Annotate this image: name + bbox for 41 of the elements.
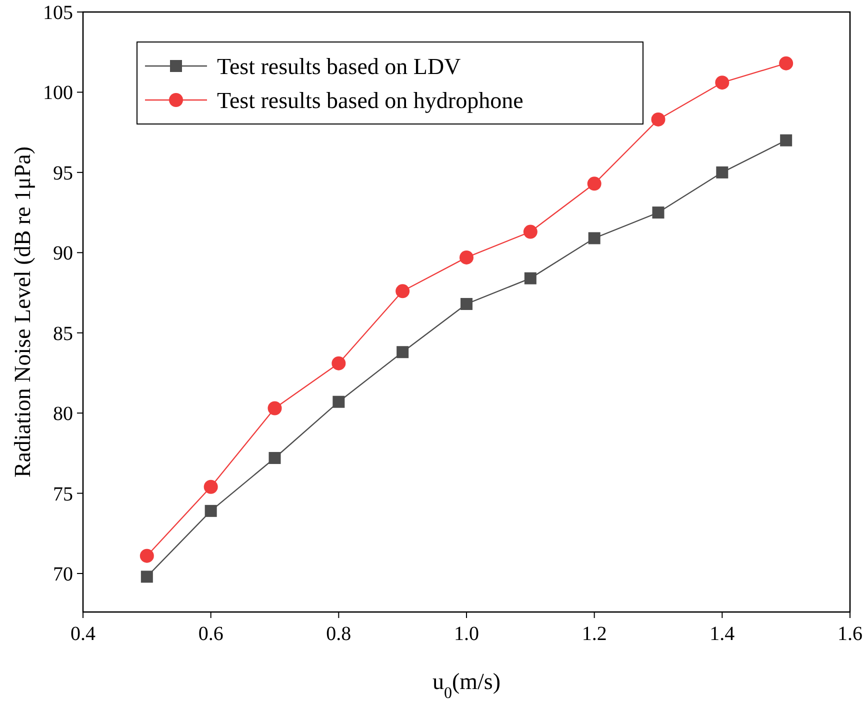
y-tick-label: 80 bbox=[53, 403, 73, 426]
x-axis-title: u$_{0}$(m/s) bbox=[432, 669, 501, 702]
point bbox=[140, 570, 153, 583]
y-tick-label: 75 bbox=[53, 483, 73, 506]
point bbox=[780, 134, 792, 146]
point bbox=[524, 272, 536, 284]
point bbox=[204, 504, 217, 517]
point bbox=[652, 206, 664, 219]
point bbox=[716, 166, 728, 178]
y-tick-label: 95 bbox=[53, 162, 73, 184]
point bbox=[651, 112, 666, 126]
point bbox=[460, 250, 474, 264]
x-tick-label: 1.0 bbox=[454, 623, 479, 645]
y-tick-label: 100 bbox=[43, 82, 73, 104]
x-tick-label: 1.2 bbox=[582, 623, 607, 645]
point bbox=[140, 548, 154, 563]
point bbox=[587, 176, 602, 191]
x-tick-label: 0.8 bbox=[326, 623, 352, 645]
point bbox=[460, 298, 472, 310]
x-tick-label: 1.6 bbox=[838, 623, 862, 645]
point bbox=[268, 401, 282, 416]
point bbox=[523, 224, 538, 239]
point bbox=[268, 452, 281, 464]
point bbox=[715, 76, 730, 90]
y-tick-label: 70 bbox=[53, 563, 73, 586]
x-tick-label: 1.4 bbox=[710, 623, 735, 645]
legend-label: Test results based on LDV bbox=[217, 54, 462, 79]
point bbox=[396, 346, 409, 358]
point bbox=[204, 480, 218, 494]
y-tick-label: 85 bbox=[53, 322, 73, 345]
x-tick-label: 0.4 bbox=[70, 623, 96, 645]
y-axis-title: Radiation Noise Level (dB re 1μPa) bbox=[10, 146, 35, 478]
point bbox=[332, 396, 345, 408]
point bbox=[396, 284, 410, 298]
legend-label: Test results based on hydrophone bbox=[217, 88, 524, 113]
point bbox=[779, 56, 794, 70]
y-tick-label: 105 bbox=[43, 2, 73, 24]
point bbox=[588, 232, 600, 244]
y-tick-label: 90 bbox=[53, 242, 73, 265]
x-tick-label: 0.6 bbox=[198, 623, 224, 645]
point bbox=[332, 356, 346, 370]
